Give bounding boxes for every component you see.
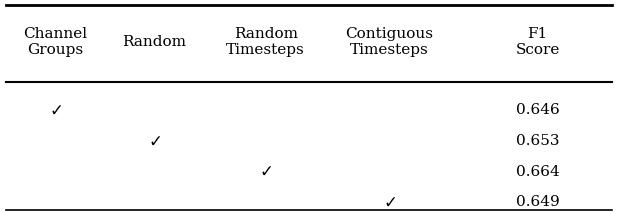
Text: Contiguous
Timesteps: Contiguous Timesteps — [345, 27, 433, 57]
Text: $\checkmark$: $\checkmark$ — [49, 102, 62, 119]
Text: $\checkmark$: $\checkmark$ — [259, 163, 273, 180]
Text: Channel
Groups: Channel Groups — [23, 27, 88, 57]
Text: 0.649: 0.649 — [516, 195, 559, 209]
Text: F1
Score: F1 Score — [515, 27, 560, 57]
Text: $\checkmark$: $\checkmark$ — [383, 194, 396, 211]
Text: $\checkmark$: $\checkmark$ — [148, 132, 161, 149]
Text: Random
Timesteps: Random Timesteps — [226, 27, 305, 57]
Text: 0.653: 0.653 — [516, 134, 559, 148]
Text: Random: Random — [122, 35, 187, 49]
Text: 0.664: 0.664 — [516, 165, 559, 179]
Text: 0.646: 0.646 — [516, 103, 559, 117]
